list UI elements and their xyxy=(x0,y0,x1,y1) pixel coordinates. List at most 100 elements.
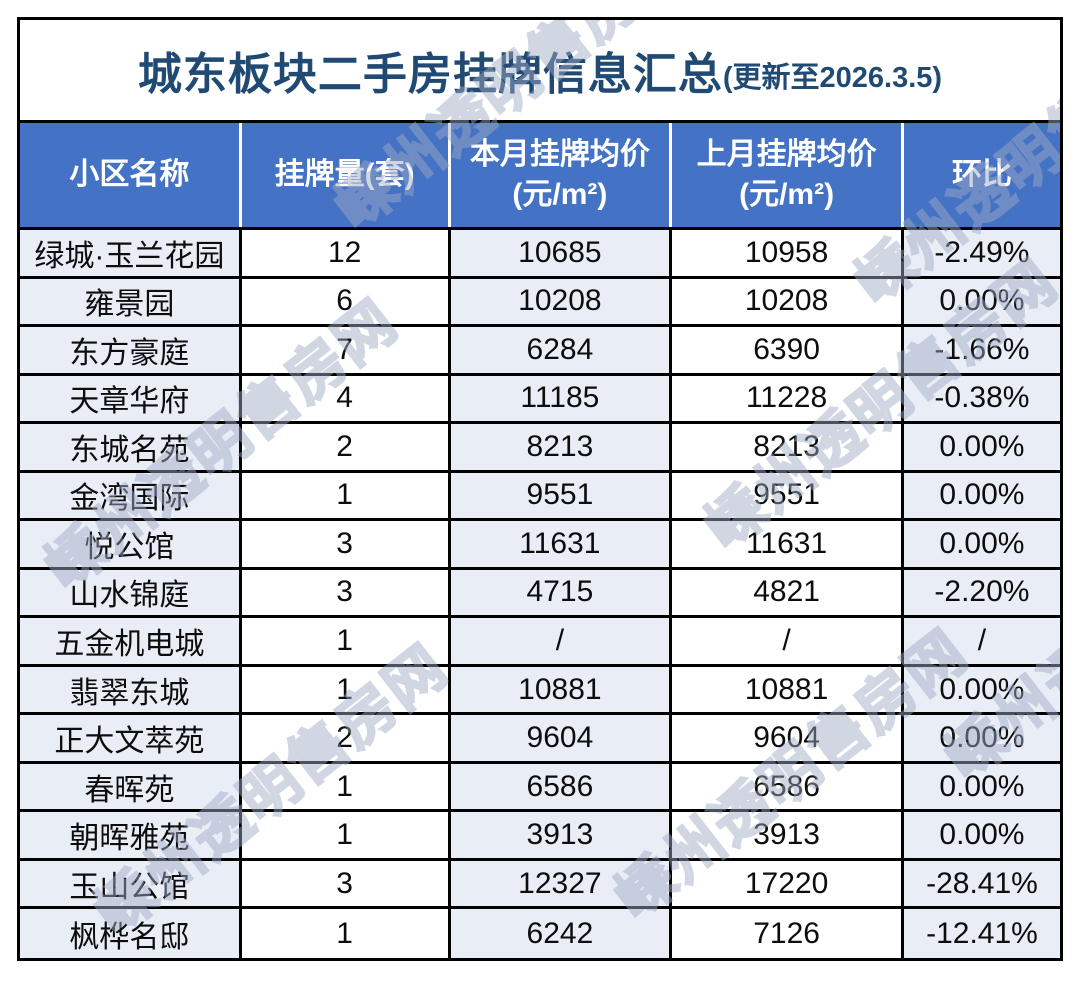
cell-price_last_month: 4821 xyxy=(669,569,901,616)
cell-community: 翡翠东城 xyxy=(20,666,239,713)
cell-mom_change: 0.00% xyxy=(900,521,1060,567)
cell-price_last_month: 10958 xyxy=(669,230,901,276)
cell-listings: 7 xyxy=(238,327,448,373)
cell-listings: 1 xyxy=(238,472,448,519)
cell-mom_change: -0.38% xyxy=(900,375,1060,422)
cell-listings: 1 xyxy=(238,763,448,810)
cell-price_this_month: 10685 xyxy=(447,230,670,276)
cell-community: 朝晖雅苑 xyxy=(20,812,239,858)
cell-price_last_month: 3913 xyxy=(669,812,901,858)
cell-price_this_month: 8213 xyxy=(447,424,670,470)
column-header-price-this-month: 本月挂牌均价 (元/m²) xyxy=(447,123,670,227)
page-title-text: 城东板块二手房挂牌信息汇总 xyxy=(137,50,723,99)
cell-mom_change: 0.00% xyxy=(900,812,1060,858)
column-header-community: 小区名称 xyxy=(69,157,190,191)
cell-community: 正大文萃苑 xyxy=(20,715,239,761)
cell-price_this_month: 12327 xyxy=(447,860,670,907)
cell-community: 春晖苑 xyxy=(20,763,239,810)
table-row: 金湾国际 1 9551 9551 0.00% xyxy=(20,472,1060,522)
table-body: 绿城·玉兰花园 12 10685 10958 -2.49% 雍景园 6 10208 10208 0… xyxy=(20,230,1060,958)
cell-mom_change: 0.00% xyxy=(900,715,1060,761)
column-header-listings: 挂牌量(套) xyxy=(238,123,448,227)
cell-price_last_month: 11631 xyxy=(669,521,901,567)
cell-price_this_month: 6586 xyxy=(447,763,670,810)
cell-mom_change: 0.00% xyxy=(900,472,1060,519)
cell-price_last_month: 17220 xyxy=(669,860,901,907)
cell-mom_change: -2.49% xyxy=(900,230,1060,276)
cell-price_last_month: 10208 xyxy=(669,278,901,325)
cell-price_last_month: 9604 xyxy=(669,715,901,761)
cell-listings: 2 xyxy=(238,715,448,761)
cell-mom_change: -28.41% xyxy=(900,860,1060,907)
cell-price_last_month: / xyxy=(669,618,901,664)
cell-price_this_month: 6242 xyxy=(447,909,670,958)
cell-price_this_month: 10881 xyxy=(447,666,670,713)
cell-listings: 1 xyxy=(238,812,448,858)
cell-listings: 3 xyxy=(238,521,448,567)
table-row: 山水锦庭 3 4715 4821 -2.20% xyxy=(20,569,1060,619)
cell-price_this_month: 9604 xyxy=(447,715,670,761)
cell-community: 五金机电城 xyxy=(20,618,239,664)
cell-listings: 1 xyxy=(238,909,448,958)
cell-community: 悦公馆 xyxy=(20,521,239,567)
cell-community: 东城名苑 xyxy=(20,424,239,470)
cell-community: 雍景园 xyxy=(20,278,239,325)
cell-listings: 2 xyxy=(238,424,448,470)
cell-price_this_month: 10208 xyxy=(447,278,670,325)
cell-community: 金湾国际 xyxy=(20,472,239,519)
cell-price_this_month: 6284 xyxy=(447,327,670,373)
cell-community: 绿城·玉兰花园 xyxy=(20,230,239,276)
table-row: 天章华府 4 11185 11228 -0.38% xyxy=(20,375,1060,425)
table-row: 春晖苑 1 6586 6586 0.00% xyxy=(20,763,1060,813)
table-header-row: 小区名称 挂牌量(套) 本月挂牌均价 (元/m²) 上月挂牌均价 (元/m²) … xyxy=(20,120,1060,230)
table-row: 朝晖雅苑 1 3913 3913 0.00% xyxy=(20,812,1060,861)
table-row: 玉山公馆 3 12327 17220 -28.41% xyxy=(20,860,1060,910)
cell-community: 天章华府 xyxy=(20,375,239,422)
cell-price_last_month: 11228 xyxy=(669,375,901,422)
cell-mom_change: 0.00% xyxy=(900,278,1060,325)
table-row: 绿城·玉兰花园 12 10685 10958 -2.49% xyxy=(20,230,1060,279)
table-row: 雍景园 6 10208 10208 0.00% xyxy=(20,278,1060,328)
page-title-update-note: (更新至2026.3.5) xyxy=(722,62,943,94)
cell-mom_change: -2.20% xyxy=(900,569,1060,616)
cell-mom_change: -12.41% xyxy=(900,909,1060,958)
cell-price_this_month: 11185 xyxy=(447,375,670,422)
cell-mom_change: 0.00% xyxy=(900,424,1060,470)
cell-listings: 1 xyxy=(238,618,448,664)
cell-mom_change: 0.00% xyxy=(900,666,1060,713)
table-row: 枫桦名邸 1 6242 7126 -12.41% xyxy=(20,909,1060,958)
cell-price_last_month: 7126 xyxy=(669,909,901,958)
table-row: 东城名苑 2 8213 8213 0.00% xyxy=(20,424,1060,473)
table-row: 五金机电城 1// / xyxy=(20,618,1060,667)
cell-price_this_month: 3913 xyxy=(447,812,670,858)
cell-community: 枫桦名邸 xyxy=(20,909,239,958)
cell-price_last_month: 6390 xyxy=(669,327,901,373)
cell-listings: 4 xyxy=(238,375,448,422)
column-header-mom-change: 环比 xyxy=(900,123,1060,227)
cell-listings: 3 xyxy=(238,569,448,616)
cell-price_last_month: 8213 xyxy=(669,424,901,470)
column-header-price-last-month: 上月挂牌均价 (元/m²) xyxy=(669,123,901,227)
cell-listings: 3 xyxy=(238,860,448,907)
listing-summary-sheet: 城东板块二手房挂牌信息汇总 (更新至2026.3.5) 小区名称 挂牌量(套) 本… xyxy=(17,17,1063,961)
cell-price_last_month: 10881 xyxy=(669,666,901,713)
table-row: 翡翠东城 1 10881 10881 0.00% xyxy=(20,666,1060,716)
page-title: 城东板块二手房挂牌信息汇总 (更新至2026.3.5) xyxy=(20,20,1060,120)
cell-community: 山水锦庭 xyxy=(20,569,239,616)
cell-community: 东方豪庭 xyxy=(20,327,239,373)
cell-price_last_month: 6586 xyxy=(669,763,901,810)
cell-price_this_month: / xyxy=(447,618,670,664)
cell-price_this_month: 9551 xyxy=(447,472,670,519)
cell-community: 玉山公馆 xyxy=(20,860,239,907)
cell-listings: 12 xyxy=(238,230,448,276)
cell-listings: 1 xyxy=(238,666,448,713)
cell-mom_change: -1.66% xyxy=(900,327,1060,373)
table-row: 正大文萃苑 2 9604 9604 0.00% xyxy=(20,715,1060,764)
cell-mom_change: 0.00% xyxy=(900,763,1060,810)
cell-price_this_month: 4715 xyxy=(447,569,670,616)
table-row: 悦公馆 3 11631 11631 0.00% xyxy=(20,521,1060,570)
cell-price_last_month: 9551 xyxy=(669,472,901,519)
cell-mom_change: / xyxy=(900,618,1060,664)
cell-listings: 6 xyxy=(238,278,448,325)
table-row: 东方豪庭 7 6284 6390 -1.66% xyxy=(20,327,1060,376)
